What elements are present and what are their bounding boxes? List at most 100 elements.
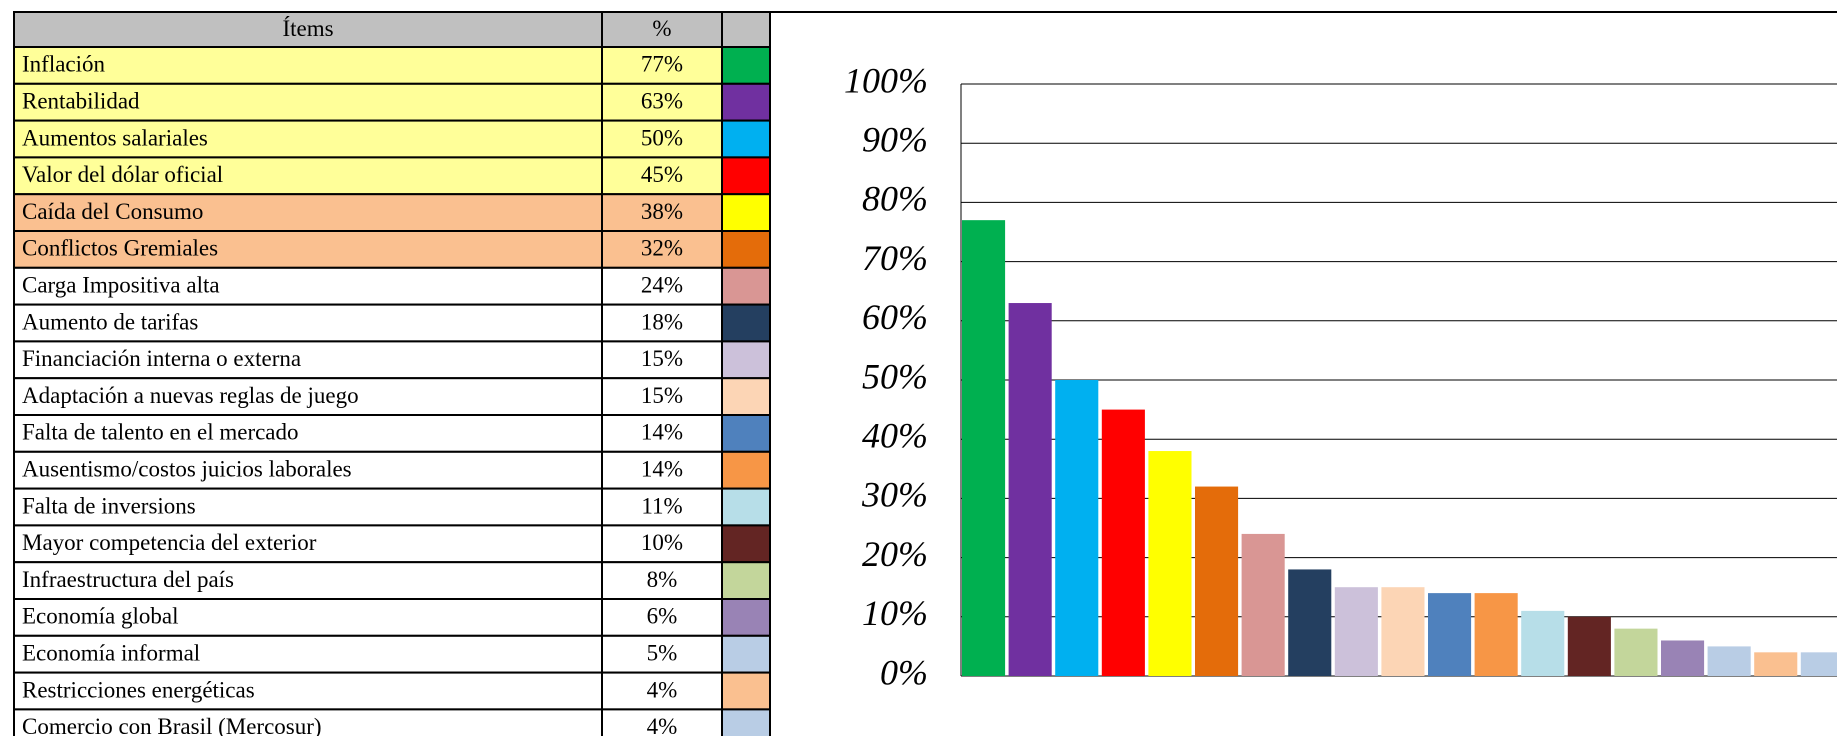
y-tick-label: 10% [862,593,928,633]
color-swatch [721,266,771,306]
color-swatch [721,82,771,122]
bar [962,220,1006,676]
item-label: Caída del Consumo [22,199,203,224]
color-swatch [721,450,771,490]
color-swatch [721,708,771,736]
percent-label: 10% [641,530,683,555]
bar [1474,593,1518,676]
item-label: Inflación [22,52,106,77]
item-label: Carga Impositiva alta [22,272,220,297]
percent-label: 24% [641,272,683,297]
item-label: Rentabilidad [22,88,140,113]
item-label: Falta de inversions [22,493,196,518]
bar [1241,533,1285,676]
bar [1148,451,1192,676]
percent-label: 8% [647,567,678,592]
percent-label: 15% [641,383,683,408]
percent-label: 77% [641,52,683,77]
percent-label: 15% [641,346,683,371]
item-label: Aumento de tarifas [22,309,198,334]
bar [1101,409,1145,676]
percent-label: 38% [641,199,683,224]
table-row [13,487,723,527]
percent-label: 4% [647,677,678,702]
color-swatch [721,414,771,453]
table-row [13,46,723,85]
color-swatch [721,230,771,269]
bar [1614,628,1658,676]
item-label: Falta de talento en el mercado [22,420,299,445]
bar [1521,610,1565,676]
table-row [13,414,723,453]
color-swatch [721,598,771,637]
y-tick-label: 60% [862,297,928,337]
bar [1008,303,1052,676]
color-swatch [721,340,771,380]
color-swatch [721,524,771,564]
item-label: Valor del dólar oficial [22,162,223,187]
percent-label: 32% [641,236,683,261]
y-tick-label: 30% [861,475,928,515]
color-swatch [721,119,771,159]
item-label: Mayor competencia del exterior [22,530,317,555]
percent-label: 18% [641,309,683,334]
table-row [13,377,723,417]
color-swatch [721,561,771,601]
y-tick-label: 100% [844,60,928,100]
percent-label: 11% [641,493,682,518]
y-tick-label: 50% [862,356,928,396]
table-row [13,340,723,380]
percent-label: 4% [647,714,678,736]
bar [1195,486,1239,676]
percent-label: 45% [641,162,683,187]
item-label: Restricciones energéticas [22,677,255,702]
color-swatch [721,46,771,85]
bar [1055,380,1099,676]
percent-label: 6% [647,604,678,629]
percent-label: 50% [641,125,683,150]
bar [1754,652,1798,676]
y-tick-label: 80% [862,179,928,219]
y-tick-label: 20% [862,534,928,574]
bar [1567,616,1611,676]
header-cell: Ítems [282,16,333,41]
bar [1288,569,1332,676]
percent-label: 14% [641,456,683,481]
color-swatch [721,193,771,232]
item-label: Economía informal [22,640,200,665]
color-swatch [721,156,771,196]
color-swatch [721,303,771,343]
item-label: Adaptación a nuevas reglas de juego [22,383,359,408]
y-tick-label: 40% [862,415,928,455]
bar [1661,640,1705,676]
color-swatch [721,671,771,711]
percent-label: 5% [647,640,678,665]
item-label: Aumentos salariales [22,125,208,150]
color-swatch [721,634,771,674]
color-swatch [721,377,771,417]
color-swatch [721,487,771,527]
item-label: Ausentismo/costos juicios laborales [22,456,352,481]
item-label: Financiación interna o externa [22,346,301,371]
item-label: Comercio con Brasil (Mercosur) [22,714,322,736]
table-row [13,671,723,711]
y-tick-label: 0% [880,652,928,692]
bar [1800,652,1837,676]
item-label: Economía global [22,604,179,629]
percent-label: 14% [641,420,683,445]
y-tick-label: 90% [862,119,928,159]
bar [1707,646,1751,676]
y-tick-label: 70% [862,238,928,278]
item-label: Conflictos Gremiales [22,236,218,261]
bar [1334,587,1378,676]
percent-label: 63% [641,88,683,113]
table-row [13,82,723,122]
table-row [13,708,723,736]
bar [1381,587,1425,676]
header-cell: % [652,16,671,41]
item-label: Infraestructura del país [22,567,234,592]
bar [1428,593,1472,676]
table-row [13,561,723,601]
table-row [13,524,723,564]
